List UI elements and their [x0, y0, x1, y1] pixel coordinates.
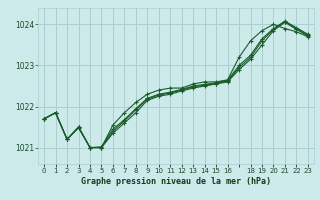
- X-axis label: Graphe pression niveau de la mer (hPa): Graphe pression niveau de la mer (hPa): [81, 177, 271, 186]
